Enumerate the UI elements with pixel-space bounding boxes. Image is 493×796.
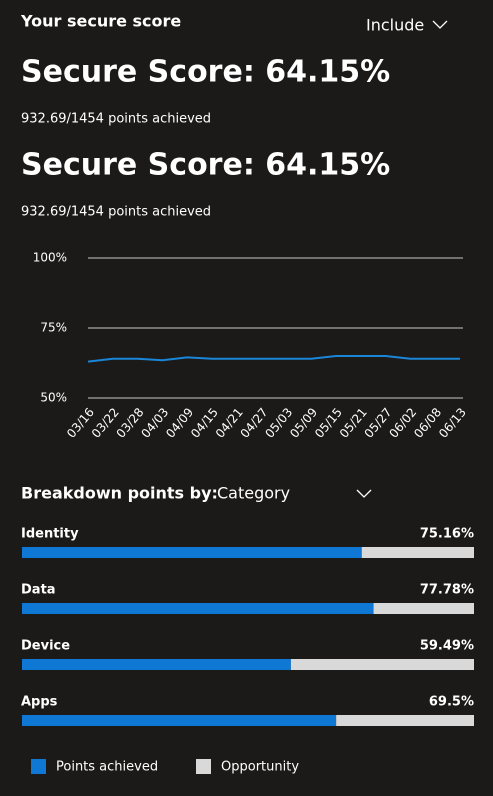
category-label: Data [21,583,56,598]
y-tick-label: 75% [40,321,67,335]
bar-segment [22,603,374,614]
value-label: 69.5% [429,695,474,710]
value-label: 59.49% [420,639,474,654]
category-label: Device [21,639,70,654]
panel-title: Your secure score [20,12,181,31]
breakdown-label: Breakdown points by: [21,484,218,503]
filter-dropdown[interactable]: Include [366,16,424,35]
y-tick-label: 50% [40,391,67,405]
legend-swatch [196,759,211,774]
value-label: 77.78% [420,583,474,598]
category-label: Identity [21,527,79,542]
bar-segment [22,547,362,558]
score-line [87,355,460,363]
legend-swatch [31,759,46,774]
dropdown-chevron[interactable] [356,489,372,498]
value-label: 75.16% [420,527,474,542]
score-headline: Secure Score: 64.15% [21,148,390,183]
legend-label: Points achieved [56,760,158,775]
bar-segment [336,715,474,726]
bar-segment [22,715,337,726]
breakdown-dropdown[interactable]: Category [217,484,290,503]
y-tick-label: 100% [33,251,67,265]
dropdown-chevron[interactable] [432,20,448,29]
bar-segment [290,659,474,670]
legend-label: Opportunity [221,760,299,775]
score-points: 932.69/1454 points achieved [21,205,211,220]
category-label: Apps [21,695,58,710]
bar-segment [361,547,474,558]
score-headline: Secure Score: 64.15% [21,55,390,90]
bar-segment [22,659,291,670]
bar-segment [373,603,474,614]
score-points: 932.69/1454 points achieved [21,112,211,127]
